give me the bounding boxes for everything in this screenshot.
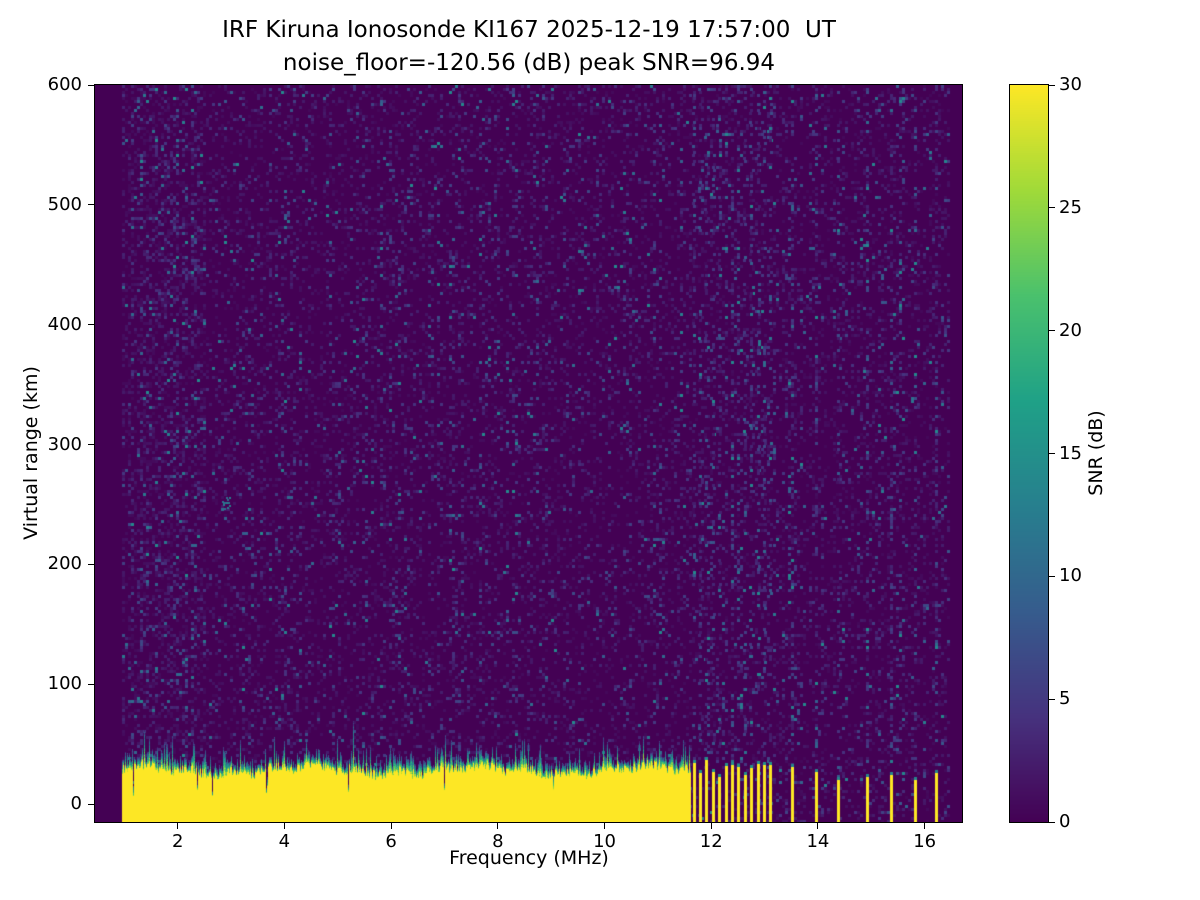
colorbar-tick-mark (1049, 453, 1055, 454)
colorbar-tick-mark (1049, 698, 1055, 700)
y-tick-label: 600 (47, 74, 82, 95)
y-tick-label: 400 (47, 313, 82, 335)
colorbar-tick-mark (1049, 575, 1055, 577)
colorbar-tick-label: 20 (1059, 319, 1082, 341)
x-tick-mark (710, 823, 712, 829)
x-tick-label: 2 (171, 831, 184, 852)
colorbar-label: SNR (dB) (1085, 410, 1107, 496)
x-tick-label: 10 (593, 831, 616, 852)
x-axis-label: Frequency (MHz) (449, 847, 609, 869)
colorbar-tick-mark (1049, 84, 1055, 86)
x-tick-label: 16 (913, 831, 937, 852)
y-tick-label: 100 (47, 673, 82, 695)
y-tick-mark (88, 803, 94, 805)
x-tick-mark (390, 823, 392, 829)
x-tick-label: 8 (492, 831, 504, 852)
x-tick-mark (283, 823, 285, 829)
colorbar-tick-label: 30 (1059, 74, 1082, 95)
x-tick-label: 4 (278, 831, 291, 852)
colorbar-tick-label: 10 (1059, 565, 1082, 587)
colorbar-tick-label: 0 (1059, 811, 1071, 832)
y-tick-label: 300 (47, 433, 82, 455)
y-tick-mark (88, 324, 94, 326)
y-tick-mark (88, 683, 94, 685)
y-tick-label: 500 (47, 193, 82, 215)
colorbar-tick-mark (1049, 821, 1055, 823)
colorbar-tick-label: 15 (1059, 442, 1082, 464)
x-tick-label: 6 (385, 831, 397, 852)
colorbar-frame (1009, 84, 1049, 823)
y-tick-mark (88, 204, 94, 206)
heatmap-canvas (95, 85, 962, 822)
y-tick-mark (88, 444, 94, 445)
plot-frame (94, 84, 963, 823)
title-block: IRF Kiruna Ionosonde KI167 2025-12-19 17… (95, 14, 963, 80)
y-tick-label: 0 (70, 793, 82, 815)
x-tick-mark (177, 823, 179, 829)
y-tick-mark (88, 84, 94, 86)
y-tick-mark (88, 563, 94, 565)
colorbar-tick-mark (1049, 330, 1055, 332)
chart-subtitle: noise_floor=-120.56 (dB) peak SNR=96.94 (282, 50, 776, 76)
x-tick-label: 12 (699, 831, 723, 852)
x-tick-mark (817, 823, 819, 829)
x-tick-mark (924, 823, 926, 829)
x-tick-mark (497, 823, 499, 829)
colorbar-canvas (1010, 85, 1048, 822)
x-tick-label: 14 (806, 831, 830, 852)
colorbar-tick-label: 5 (1059, 688, 1071, 710)
colorbar-tick-mark (1049, 207, 1055, 209)
x-tick-mark (604, 823, 606, 829)
chart-title: IRF Kiruna Ionosonde KI167 2025-12-19 17… (222, 17, 836, 43)
y-tick-label: 200 (47, 553, 82, 575)
colorbar-tick-label: 25 (1059, 196, 1082, 218)
